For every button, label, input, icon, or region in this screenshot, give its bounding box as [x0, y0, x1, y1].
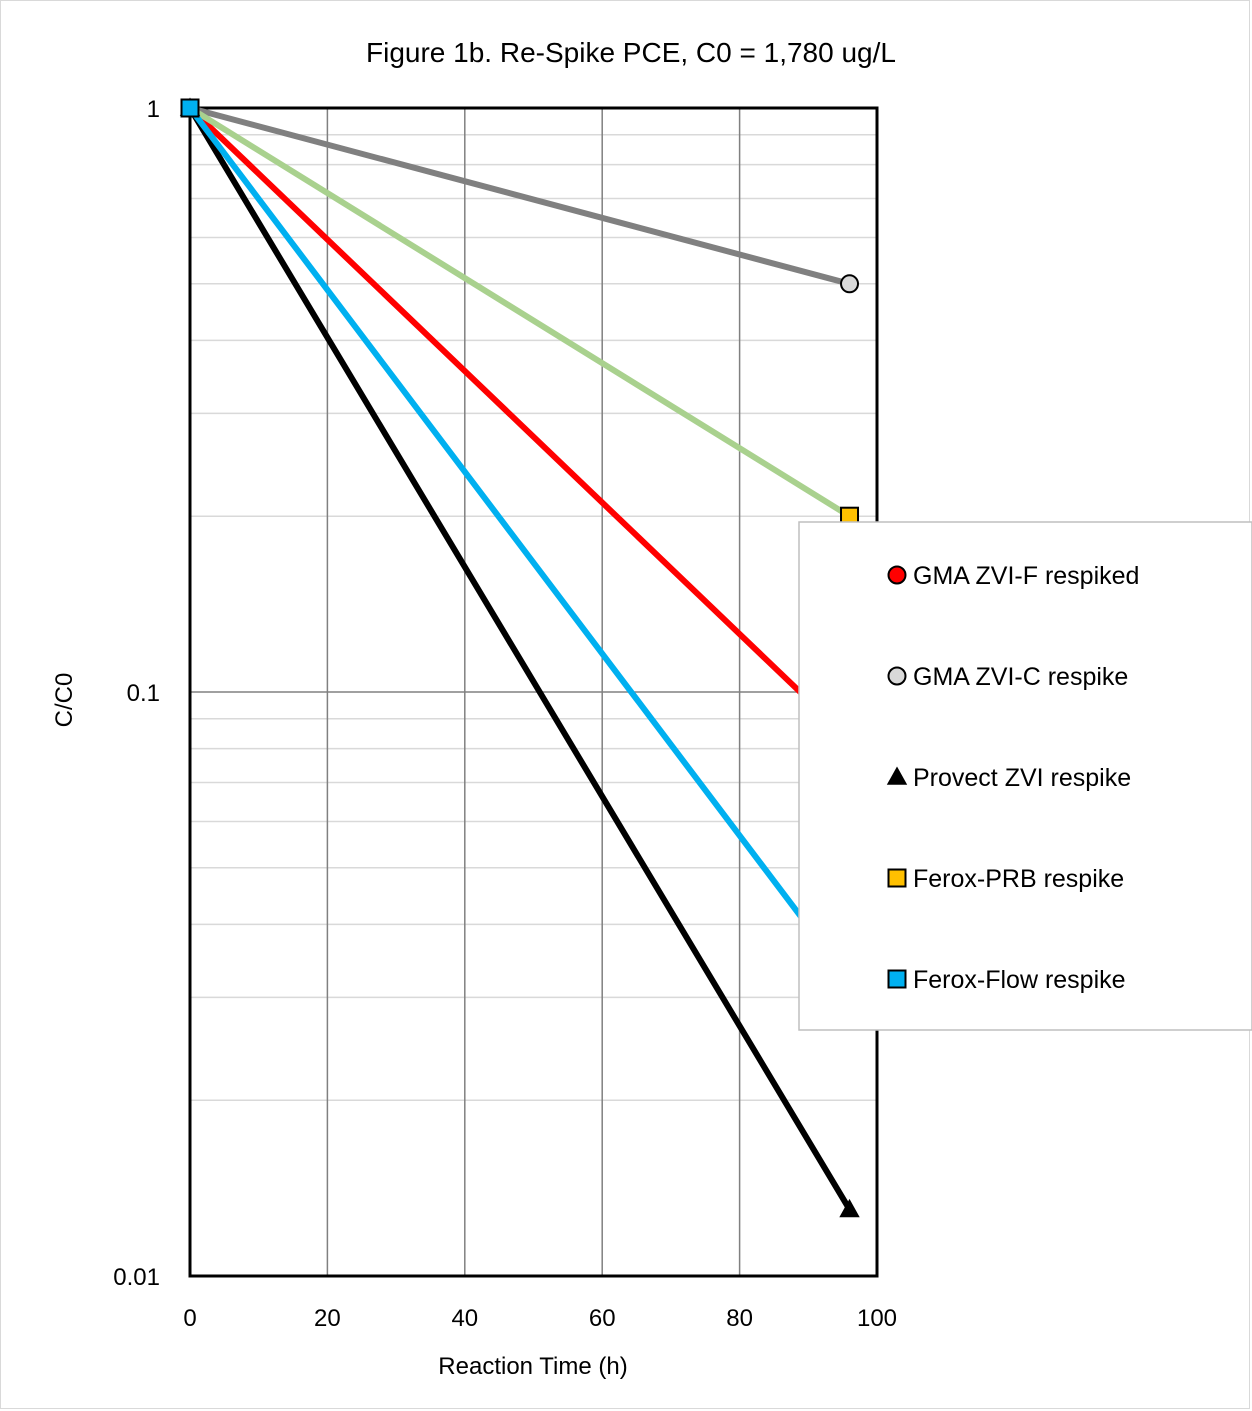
legend-box — [798, 521, 1252, 1031]
legend-label-4: Ferox-Flow respike — [913, 966, 1126, 994]
legend: GMA ZVI-F respiked GMA ZVI-C respike Prove… — [798, 521, 1252, 1031]
series-line-2 — [187, 105, 853, 1213]
y-tick-label: 0.1 — [127, 680, 160, 707]
x-tick-label: 80 — [726, 1305, 753, 1332]
x-tick-label: 40 — [451, 1305, 478, 1332]
series-layer — [187, 105, 853, 1213]
x-tick-label: 0 — [183, 1305, 196, 1332]
legend-label-2: Provect ZVI respike — [913, 764, 1131, 792]
x-tick-label: 100 — [857, 1305, 897, 1332]
x-axis-label: Reaction Time (h) — [438, 1353, 627, 1380]
data-point-2-1 — [839, 1198, 860, 1218]
x-tick-layer: 0 20 40 60 80 100 — [183, 1305, 897, 1332]
y-tick-label: 0.01 — [113, 1264, 160, 1291]
x-tick-label: 60 — [589, 1305, 616, 1332]
legend-marker-2 — [886, 766, 908, 785]
legend-marker-0 — [887, 565, 907, 585]
legend-label-3: Ferox-PRB respike — [913, 865, 1124, 893]
legend-marker-3 — [887, 868, 907, 888]
series-line-3 — [187, 105, 853, 520]
data-point-4-0 — [180, 98, 200, 118]
y-tick-layer: 0.01 0.1 1 — [113, 96, 160, 1291]
legend-marker-1 — [887, 666, 907, 686]
chart-title: Figure 1b. Re-Spike PCE, C0 = 1,780 ug/L — [366, 37, 896, 68]
legend-marker-4 — [887, 969, 907, 989]
series-line-1 — [187, 105, 853, 287]
y-tick-label: 1 — [147, 96, 160, 123]
series-line-0 — [187, 105, 853, 743]
series-line-4 — [187, 105, 853, 984]
legend-label-1: GMA ZVI-C respike — [913, 663, 1128, 691]
y-axis-label: C/C0 — [51, 673, 78, 728]
data-point-1-1 — [840, 274, 860, 294]
x-tick-label: 20 — [314, 1305, 341, 1332]
legend-label-0: GMA ZVI-F respiked — [913, 562, 1139, 590]
